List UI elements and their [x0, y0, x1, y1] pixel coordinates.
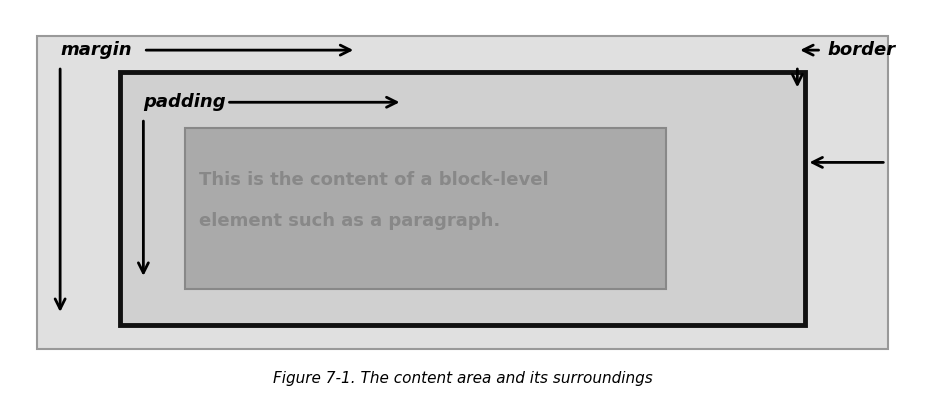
FancyBboxPatch shape [37, 36, 888, 349]
Text: margin: margin [60, 41, 131, 59]
Text: Figure 7-1. The content area and its surroundings: Figure 7-1. The content area and its sur… [273, 371, 652, 387]
Text: padding: padding [143, 93, 226, 111]
Text: element such as a paragraph.: element such as a paragraph. [199, 212, 500, 229]
FancyBboxPatch shape [120, 72, 805, 325]
Text: border: border [828, 41, 896, 59]
FancyBboxPatch shape [185, 128, 666, 289]
Text: This is the content of a block-level: This is the content of a block-level [199, 172, 549, 189]
